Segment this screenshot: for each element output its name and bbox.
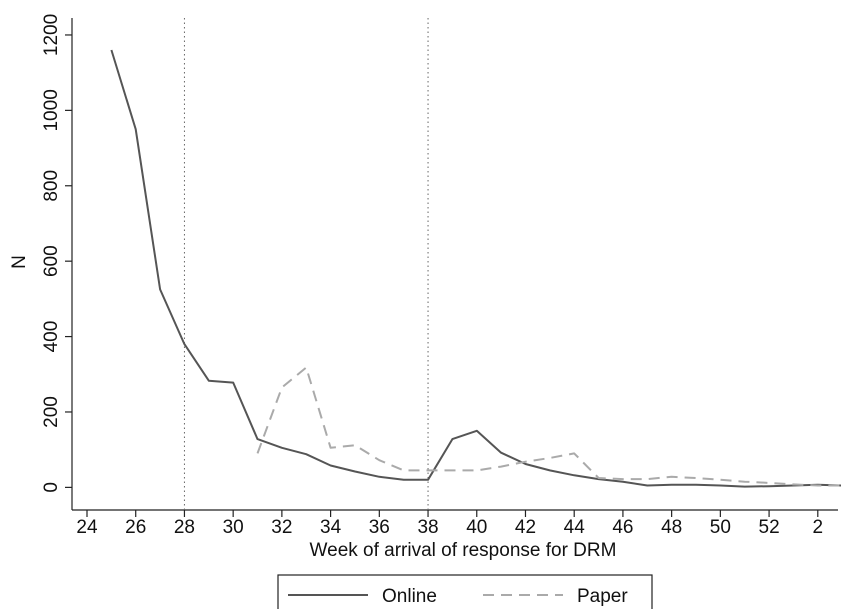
x-tick-label: 40 — [466, 517, 487, 538]
y-tick-label: 1200 — [41, 14, 62, 56]
series-line — [256, 366, 841, 487]
x-tick-label: 52 — [759, 517, 780, 538]
x-tick-label: 38 — [417, 517, 438, 538]
legend-label: Online — [382, 586, 437, 607]
x-tick-label: 24 — [76, 517, 98, 538]
x-tick-label: 34 — [320, 517, 342, 538]
y-tick-label: 600 — [41, 245, 62, 277]
x-axis-title: Week of arrival of response for DRM — [310, 540, 617, 561]
x-tick-label: 42 — [515, 517, 536, 538]
y-tick-label: 200 — [41, 396, 62, 428]
x-tick-label: 36 — [369, 517, 390, 538]
y-axis-title: N — [9, 255, 30, 269]
y-tick-label: 400 — [41, 321, 62, 353]
x-tick-label: 48 — [661, 517, 682, 538]
y-tick-label: 800 — [41, 170, 62, 202]
x-tick-label: 50 — [710, 517, 731, 538]
x-tick-label: 30 — [223, 517, 244, 538]
legend-label: Paper — [577, 586, 628, 607]
y-tick-label: 1000 — [41, 89, 62, 131]
x-tick-label: 46 — [612, 517, 633, 538]
x-tick-label: 32 — [271, 517, 292, 538]
x-tick-label: 28 — [174, 517, 195, 538]
x-tick-label: 26 — [125, 517, 146, 538]
x-tick-label: 2 — [813, 517, 824, 538]
x-tick-label: 44 — [564, 517, 586, 538]
series-line — [110, 49, 841, 488]
y-tick-label: 0 — [41, 482, 62, 493]
legend-box — [277, 574, 653, 609]
